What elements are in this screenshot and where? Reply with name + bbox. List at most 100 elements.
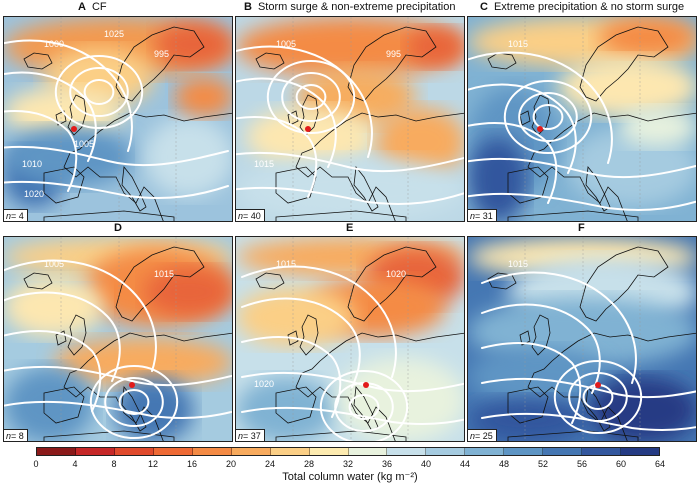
coastline xyxy=(275,210,407,221)
map-panel-b: 1005 995 1015 n= 40 xyxy=(235,16,465,222)
coastline xyxy=(43,210,175,221)
colorbar-segment xyxy=(621,448,659,455)
isobar xyxy=(4,71,97,162)
coastline xyxy=(287,330,299,346)
isobar xyxy=(481,412,696,431)
colorbar-tick-label: 32 xyxy=(342,459,354,469)
n-value: = 31 xyxy=(475,211,493,221)
isobar xyxy=(481,303,601,394)
isobar-label: 1015 xyxy=(508,259,528,269)
n-label: n xyxy=(6,431,12,441)
isobar-label: 1000 xyxy=(44,39,64,49)
colorbar-segment xyxy=(504,448,544,455)
isobar xyxy=(236,116,318,198)
n-label: n xyxy=(6,211,12,221)
coastline xyxy=(579,246,669,322)
sample-count-f: n= 25 xyxy=(468,429,497,441)
isobar xyxy=(468,51,613,164)
panel-f-title: F xyxy=(578,222,591,234)
field-region xyxy=(4,367,94,441)
panel-b-title: B Storm surge & non-extreme precipitation xyxy=(244,1,455,13)
location-marker xyxy=(305,126,311,132)
panel-d-title: D xyxy=(114,222,128,234)
coastline xyxy=(347,246,437,322)
isobar-label: 1020 xyxy=(24,189,44,199)
colorbar-segment xyxy=(465,448,505,455)
isobar-ring xyxy=(568,372,628,422)
colorbar-tick-label: 4 xyxy=(72,459,78,469)
isobar-ring xyxy=(281,72,341,122)
map-panel-f: 1015 n= 25 xyxy=(467,236,697,442)
isobar xyxy=(236,77,337,168)
isobar-label: 1015 xyxy=(508,39,528,49)
sample-count-b: n= 40 xyxy=(236,209,265,221)
location-marker xyxy=(363,382,369,388)
isobar xyxy=(236,151,464,173)
field-region xyxy=(4,127,134,187)
panel-c-title: C Extreme precipitation & no storm surge xyxy=(480,1,684,13)
map-panel-d: 1005 1015 n= 8 xyxy=(3,236,233,442)
coastline xyxy=(295,112,464,221)
map-panel-c: 1015 n= 31 xyxy=(467,16,697,222)
coastline xyxy=(275,430,407,441)
isobar xyxy=(481,271,637,384)
n-value: = 4 xyxy=(11,211,24,221)
n-label: n xyxy=(238,211,244,221)
sample-count-d: n= 8 xyxy=(4,429,28,441)
isobar xyxy=(236,186,464,205)
colorbar-tick-label: 48 xyxy=(498,459,510,469)
field-region xyxy=(144,267,232,317)
isobar-ring xyxy=(553,360,643,434)
panel-e-title: E xyxy=(346,222,359,234)
map-c-svg: 1015 xyxy=(468,17,696,221)
field-region xyxy=(376,107,464,177)
colorbar xyxy=(36,447,660,456)
field-region xyxy=(174,77,232,117)
panel-c-title-text: Extreme precipitation & no storm surge xyxy=(493,1,685,13)
isobar-label: 1015 xyxy=(154,269,174,279)
coastline xyxy=(55,330,67,346)
panel-a-title: A CF xyxy=(78,1,107,13)
isobar-label: 1005 xyxy=(44,259,64,269)
isobar xyxy=(468,192,696,211)
n-label: n xyxy=(238,431,244,441)
colorbar-segment xyxy=(231,448,271,455)
coastline xyxy=(347,26,437,102)
map-panel-e: 1015 1020 1020 n= 37 xyxy=(235,236,465,442)
colorbar-tick-label: 0 xyxy=(33,459,39,469)
location-marker xyxy=(595,382,601,388)
map-a-svg: 1000 995 1010 1005 1020 1025 xyxy=(4,17,232,221)
field-region xyxy=(4,277,104,337)
isobar-label: 1005 xyxy=(276,39,296,49)
isobar xyxy=(468,122,558,204)
location-marker xyxy=(71,126,77,132)
isobar-label: 1015 xyxy=(276,259,296,269)
sample-count-e: n= 37 xyxy=(236,429,265,441)
sample-count-a: n= 4 xyxy=(4,209,28,221)
panel-b-title-text: Storm surge & non-extreme precipitation xyxy=(257,1,456,13)
panel-b-letter: B xyxy=(244,1,252,13)
coastline xyxy=(585,165,611,212)
coastline xyxy=(507,386,549,424)
coastline xyxy=(275,166,317,204)
colorbar-tick-label: 16 xyxy=(186,459,198,469)
isobar-ring xyxy=(54,55,144,129)
coastline xyxy=(67,314,87,356)
isobar-ring xyxy=(89,365,179,439)
n-value: = 37 xyxy=(243,431,261,441)
map-b-svg: 1005 995 1015 xyxy=(236,17,464,221)
isobar-ring xyxy=(348,394,380,420)
panel-a-letter: A xyxy=(78,1,86,13)
isobar-ring xyxy=(295,84,327,110)
isobar xyxy=(241,371,464,393)
colorbar-segment xyxy=(582,448,622,455)
location-marker xyxy=(537,126,543,132)
coastline xyxy=(527,112,696,221)
coastline xyxy=(507,430,639,441)
colorbar-segment xyxy=(426,448,466,455)
isobar-ring xyxy=(532,104,564,130)
colorbar-label: Total column water (kg m⁻²) xyxy=(282,471,418,483)
isobar-ring xyxy=(503,80,593,154)
isobar-ring xyxy=(319,370,409,441)
coastline xyxy=(507,210,639,221)
